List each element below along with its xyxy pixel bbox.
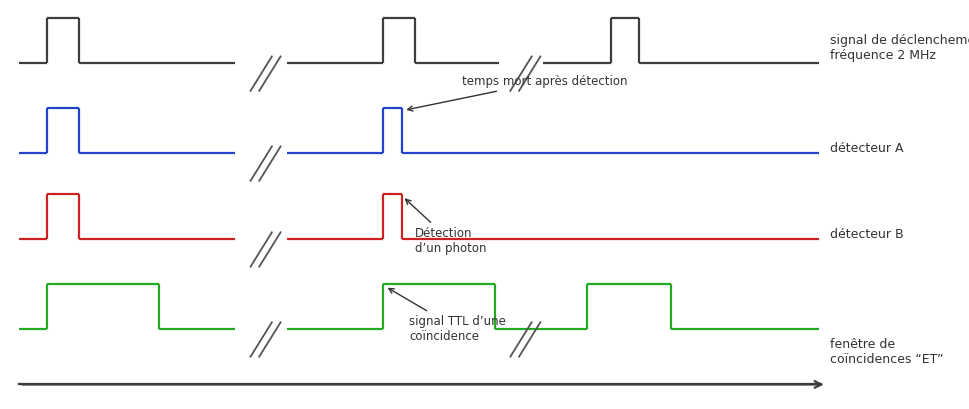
Text: Détection
d’un photon: Détection d’un photon <box>406 199 486 255</box>
Text: signal TTL d’une
coïncidence: signal TTL d’une coïncidence <box>389 288 506 343</box>
Text: signal de déclenchement
fréquence 2 MHz: signal de déclenchement fréquence 2 MHz <box>830 34 969 62</box>
Text: détecteur A: détecteur A <box>830 142 904 155</box>
Text: fenêtre de
coïncidences “ET”: fenêtre de coïncidences “ET” <box>830 338 944 366</box>
Text: temps mort après détection: temps mort après détection <box>408 75 627 111</box>
Text: détecteur B: détecteur B <box>830 228 904 241</box>
